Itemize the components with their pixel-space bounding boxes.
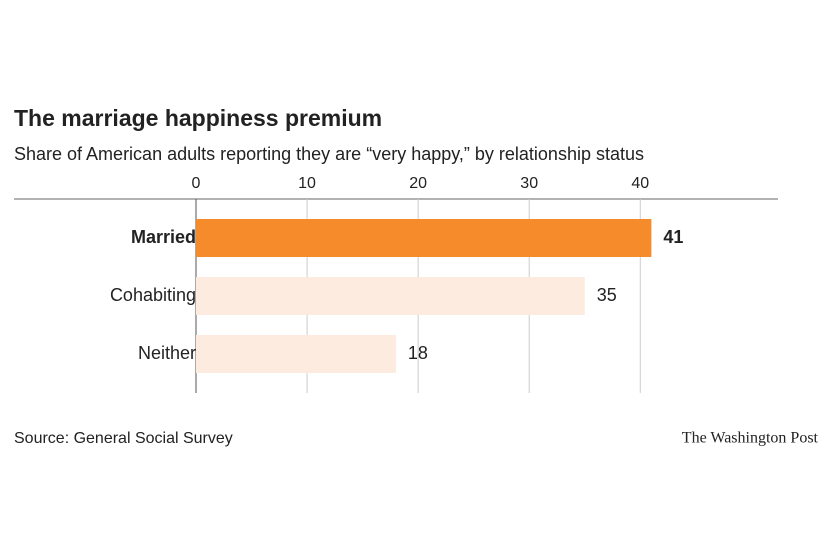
category-label: Cohabiting bbox=[110, 285, 196, 305]
value-label: 41 bbox=[663, 227, 683, 247]
bar bbox=[196, 219, 652, 257]
value-label: 18 bbox=[408, 343, 428, 363]
bar bbox=[196, 277, 585, 315]
chart-title: The marriage happiness premium bbox=[14, 105, 382, 131]
category-label: Neither bbox=[138, 343, 196, 363]
value-label: 35 bbox=[597, 285, 617, 305]
x-tick-label: 0 bbox=[192, 175, 201, 192]
x-tick-label: 40 bbox=[631, 175, 649, 192]
x-tick-label: 30 bbox=[520, 175, 538, 192]
category-label: Married bbox=[131, 227, 196, 247]
x-tick-label: 10 bbox=[298, 175, 316, 192]
source: Source: General Social Survey bbox=[14, 430, 233, 447]
x-tick-label: 20 bbox=[409, 175, 427, 192]
credit: The Washington Post bbox=[682, 430, 819, 447]
chart-subtitle: Share of American adults reporting they … bbox=[14, 144, 644, 164]
bar bbox=[196, 335, 396, 373]
